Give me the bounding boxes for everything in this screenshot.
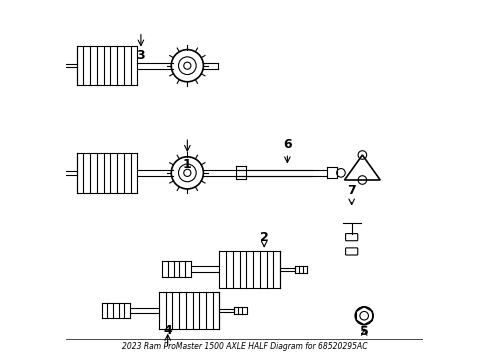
Text: 2: 2 [259,231,268,244]
Text: 3: 3 [136,49,145,62]
Text: 4: 4 [163,324,172,337]
Text: 6: 6 [283,138,291,151]
Text: 5: 5 [359,325,368,338]
Text: 7: 7 [346,184,355,197]
Text: 2023 Ram ProMaster 1500 AXLE HALF Diagram for 68520295AC: 2023 Ram ProMaster 1500 AXLE HALF Diagra… [122,342,366,351]
Text: 1: 1 [183,158,191,171]
